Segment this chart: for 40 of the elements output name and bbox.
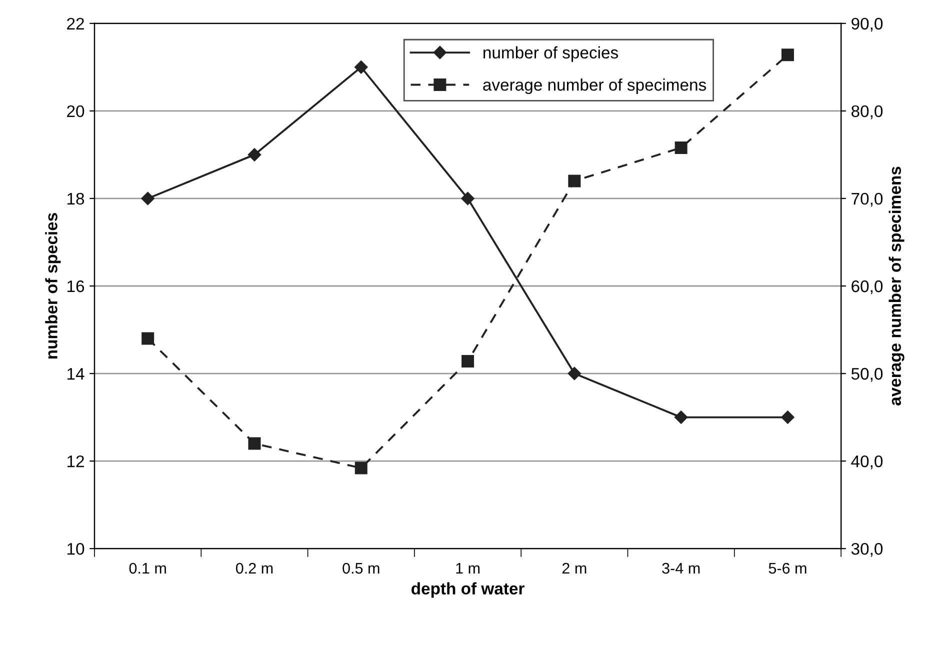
point xyxy=(248,148,262,162)
y2-tick-label: 80,0 xyxy=(851,105,883,120)
point xyxy=(141,192,154,206)
point xyxy=(248,437,261,450)
x-tick-label: 5-6 m xyxy=(768,562,806,574)
y2-tick-label: 30,0 xyxy=(851,542,883,557)
y2-tick-label: 60,0 xyxy=(852,280,883,294)
point xyxy=(781,48,794,62)
x-axis-title: depth of water xyxy=(412,582,524,598)
x-tick-label: 1 m xyxy=(456,563,480,574)
x-tick-label: 2 m xyxy=(562,562,586,574)
y-tick-label: 12 xyxy=(68,455,84,468)
x-tick-label: 0.2 m xyxy=(236,562,273,574)
point xyxy=(674,141,688,154)
legend-label: number of species xyxy=(484,46,618,62)
point xyxy=(462,355,474,368)
y2-axis-title: average number of specimens xyxy=(888,166,904,406)
x-tick-label: 0.5 m xyxy=(342,562,380,574)
point xyxy=(461,192,474,206)
point xyxy=(354,462,368,474)
point xyxy=(354,60,368,74)
y-tick-label: 20 xyxy=(67,105,84,118)
x-tick-label: 3-4 m xyxy=(662,562,700,574)
point xyxy=(781,410,794,424)
y-tick-label: 10 xyxy=(68,542,84,555)
y2-tick-label: 70,0 xyxy=(852,192,883,207)
y2-tick-label: 90,0 xyxy=(852,18,883,32)
point xyxy=(142,332,154,345)
y-tick-label: 16 xyxy=(68,280,84,292)
y2-tick-label: 40,0 xyxy=(851,455,883,470)
x-tick-label: 0.1 m xyxy=(129,562,166,574)
y-axis-title: number of species xyxy=(45,213,61,359)
point xyxy=(674,410,688,424)
y-tick-label: 18 xyxy=(68,192,84,205)
legend-label: average number of specimens xyxy=(483,78,706,94)
y-tick-label: 22 xyxy=(67,18,84,30)
y-tick-label: 14 xyxy=(68,368,84,380)
point xyxy=(568,174,581,188)
point xyxy=(568,366,582,380)
y2-tick-label: 50,0 xyxy=(851,368,883,382)
